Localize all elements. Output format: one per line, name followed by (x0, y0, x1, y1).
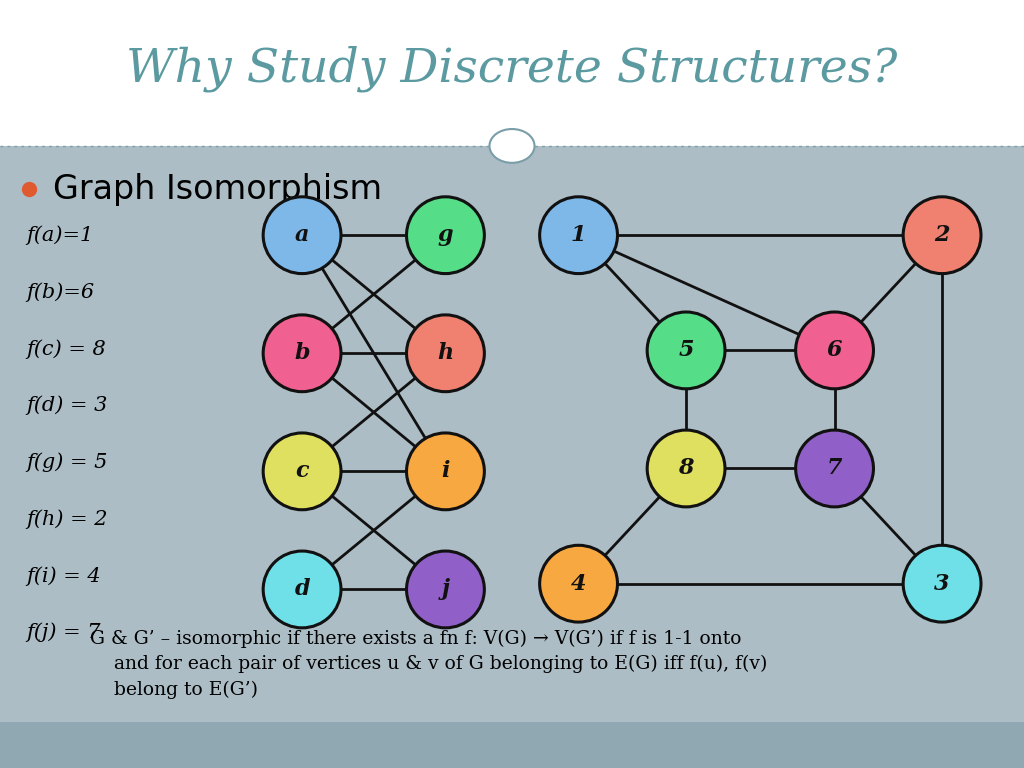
Ellipse shape (903, 545, 981, 622)
Ellipse shape (263, 315, 341, 392)
Text: i: i (441, 460, 450, 482)
Ellipse shape (263, 551, 341, 628)
Text: Graph Isomorphism: Graph Isomorphism (53, 173, 382, 206)
Text: 5: 5 (678, 339, 694, 362)
Text: f(c) = 8: f(c) = 8 (27, 339, 106, 359)
Ellipse shape (263, 433, 341, 510)
Text: f(g) = 5: f(g) = 5 (27, 452, 108, 472)
Bar (0, 146, 1024, 722)
Text: d: d (294, 578, 310, 601)
Text: 8: 8 (678, 458, 694, 479)
Circle shape (489, 129, 535, 163)
Text: c: c (295, 460, 309, 482)
Text: 7: 7 (826, 458, 843, 479)
Text: 3: 3 (934, 573, 950, 594)
Text: Why Study Discrete Structures?: Why Study Discrete Structures? (126, 46, 898, 92)
Ellipse shape (903, 197, 981, 273)
Text: G & G’ – isomorphic if there exists a fn f: V(G) → V(G’) if f is 1-1 onto
    an: G & G’ – isomorphic if there exists a fn… (90, 630, 767, 699)
Ellipse shape (407, 197, 484, 273)
Text: h: h (437, 343, 454, 364)
Ellipse shape (407, 433, 484, 510)
Text: 2: 2 (934, 224, 950, 247)
Text: f(d) = 3: f(d) = 3 (27, 396, 108, 415)
Text: 6: 6 (826, 339, 843, 362)
Bar (0, 722, 1024, 768)
Text: f(i) = 4: f(i) = 4 (27, 566, 101, 586)
Ellipse shape (647, 430, 725, 507)
Ellipse shape (407, 315, 484, 392)
Text: f(j) = 7: f(j) = 7 (27, 623, 101, 643)
Text: j: j (441, 578, 450, 601)
Ellipse shape (540, 545, 617, 622)
Text: g: g (437, 224, 454, 247)
Ellipse shape (796, 312, 873, 389)
Ellipse shape (647, 312, 725, 389)
Bar (0, 0, 1024, 146)
Ellipse shape (407, 551, 484, 628)
Text: f(h) = 2: f(h) = 2 (27, 509, 109, 529)
Ellipse shape (796, 430, 873, 507)
Text: f(a)=1: f(a)=1 (27, 225, 94, 245)
Ellipse shape (263, 197, 341, 273)
Text: 1: 1 (570, 224, 587, 247)
Ellipse shape (540, 197, 617, 273)
Text: a: a (295, 224, 309, 247)
Text: b: b (294, 343, 310, 364)
Text: f(b)=6: f(b)=6 (27, 282, 95, 302)
Text: 4: 4 (570, 573, 587, 594)
